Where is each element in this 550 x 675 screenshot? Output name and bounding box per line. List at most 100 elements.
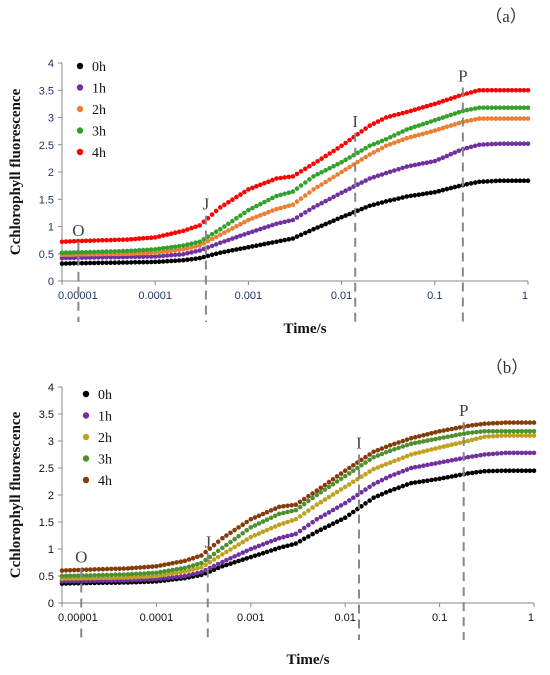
x-tick-label: 1 bbox=[528, 612, 534, 624]
data-point bbox=[262, 241, 267, 247]
data-point bbox=[248, 546, 254, 552]
data-point bbox=[527, 429, 533, 434]
data-point bbox=[289, 508, 295, 514]
y-tick-label: 3 bbox=[48, 436, 54, 448]
data-point bbox=[160, 259, 166, 264]
data-point bbox=[254, 228, 259, 233]
data-point bbox=[108, 260, 113, 266]
data-point bbox=[274, 221, 279, 227]
data-point bbox=[266, 209, 271, 215]
data-point bbox=[189, 250, 194, 255]
data-point bbox=[215, 554, 221, 560]
data-point bbox=[125, 566, 131, 571]
data-point bbox=[501, 88, 507, 93]
data-point bbox=[182, 565, 188, 571]
data-point bbox=[254, 203, 259, 209]
data-point bbox=[178, 559, 184, 564]
data-point bbox=[67, 573, 73, 579]
data-point bbox=[503, 429, 508, 434]
data-point bbox=[197, 255, 202, 261]
data-point bbox=[195, 554, 200, 560]
data-point bbox=[240, 531, 245, 536]
y-tick-label: 2.5 bbox=[39, 140, 54, 152]
data-point bbox=[92, 567, 97, 572]
data-point bbox=[290, 189, 296, 194]
data-point bbox=[412, 193, 418, 198]
data-point bbox=[116, 260, 122, 265]
data-point bbox=[189, 245, 194, 250]
data-point bbox=[224, 562, 229, 568]
data-point bbox=[246, 217, 251, 223]
data-point bbox=[347, 186, 352, 191]
data-point bbox=[375, 447, 381, 453]
data-point bbox=[379, 451, 385, 457]
data-point bbox=[116, 237, 122, 243]
data-point bbox=[181, 228, 186, 234]
data-point bbox=[213, 234, 219, 240]
data-point bbox=[469, 437, 475, 443]
data-point bbox=[137, 574, 143, 580]
data-point bbox=[359, 490, 364, 495]
data-point bbox=[306, 522, 311, 528]
data-point bbox=[112, 260, 118, 266]
data-point bbox=[181, 258, 186, 263]
data-point bbox=[264, 549, 270, 555]
data-point bbox=[91, 255, 97, 260]
data-point bbox=[232, 527, 237, 533]
legend-marker bbox=[76, 105, 84, 113]
data-point bbox=[289, 503, 295, 508]
data-point bbox=[433, 430, 438, 435]
data-point bbox=[264, 509, 270, 515]
data-point bbox=[420, 191, 426, 197]
data-point bbox=[156, 259, 162, 265]
data-point bbox=[515, 450, 521, 456]
data-point bbox=[363, 178, 368, 183]
data-point bbox=[63, 261, 69, 266]
data-point bbox=[158, 573, 163, 578]
data-point bbox=[383, 450, 389, 455]
data-point bbox=[412, 133, 418, 139]
data-point bbox=[172, 258, 178, 264]
data-point bbox=[248, 525, 254, 530]
data-point bbox=[408, 134, 414, 140]
data-point bbox=[387, 114, 393, 119]
data-point bbox=[456, 148, 462, 154]
data-point bbox=[293, 517, 299, 522]
data-point bbox=[457, 440, 463, 446]
data-point bbox=[445, 427, 451, 433]
data-point bbox=[71, 250, 77, 255]
data-point bbox=[503, 433, 508, 438]
data-point bbox=[248, 534, 254, 540]
legend: 0h 1h 2h 3h 4h bbox=[82, 388, 112, 489]
data-point bbox=[293, 507, 299, 513]
data-point bbox=[428, 190, 434, 196]
data-point bbox=[448, 151, 454, 157]
data-point bbox=[197, 239, 202, 245]
data-point bbox=[507, 450, 512, 456]
data-point bbox=[424, 120, 430, 126]
panel-label: （b） bbox=[486, 358, 529, 377]
data-point bbox=[260, 519, 266, 524]
data-point bbox=[519, 468, 525, 474]
data-point bbox=[338, 471, 344, 476]
data-point bbox=[404, 135, 410, 141]
data-point bbox=[367, 484, 372, 490]
data-point bbox=[246, 187, 251, 192]
data-point bbox=[166, 568, 171, 573]
data-point bbox=[185, 257, 190, 263]
data-point bbox=[515, 429, 521, 434]
data-point bbox=[228, 561, 233, 566]
data-point bbox=[456, 110, 462, 115]
data-point bbox=[493, 105, 499, 110]
data-point bbox=[456, 120, 462, 126]
data-point bbox=[452, 122, 458, 127]
data-point bbox=[67, 261, 73, 266]
data-point bbox=[505, 105, 511, 110]
data-point bbox=[347, 498, 352, 503]
data-point bbox=[306, 494, 311, 499]
data-point bbox=[469, 430, 475, 435]
data-point bbox=[170, 575, 175, 580]
data-point bbox=[256, 513, 262, 519]
data-point bbox=[509, 105, 515, 110]
data-point bbox=[218, 205, 223, 210]
